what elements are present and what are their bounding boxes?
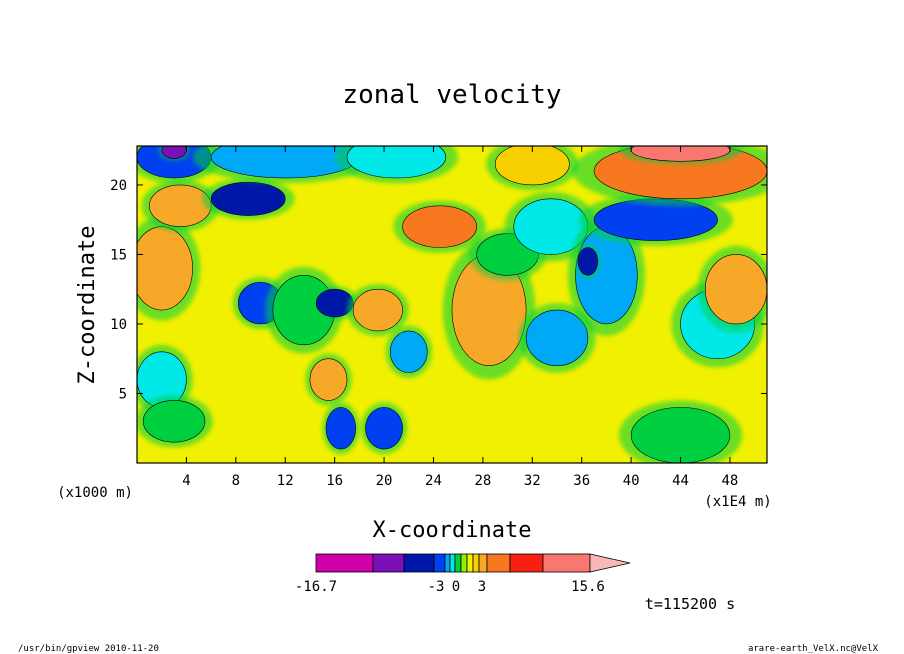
colorbar-segment <box>472 553 480 573</box>
x-tick-label: 40 <box>623 473 640 489</box>
colorbar-segment <box>542 553 591 573</box>
x-tick-label: 16 <box>326 473 343 489</box>
field-region <box>149 184 212 227</box>
field-region <box>137 226 193 311</box>
x-tick-label: 36 <box>573 473 590 489</box>
y-tick-label: 15 <box>110 247 127 263</box>
field-region <box>352 288 403 332</box>
colorbar-segment <box>466 553 474 573</box>
field-region <box>389 330 428 373</box>
colorbar-label-3: 3 <box>478 579 486 595</box>
time-label: t=115200 s <box>645 595 735 613</box>
y-tick-label: 20 <box>110 178 127 194</box>
footer-right: arare-earth_VelX.nc@VelX <box>748 644 879 654</box>
colorbar-segment <box>509 553 544 573</box>
y-tick-label: 5 <box>119 386 127 402</box>
footer-left: /usr/bin/gpview 2010-11-20 <box>18 644 159 654</box>
field-region <box>325 407 356 450</box>
field-region <box>525 309 589 366</box>
plot-frame <box>136 145 768 464</box>
field-region <box>402 205 478 248</box>
x-axis-ticks: 4 8 12 16 20 24 28 32 36 40 44 48 <box>182 146 738 489</box>
field-region <box>346 146 447 179</box>
x-tick-label: 32 <box>524 473 541 489</box>
y-tick-label: 10 <box>110 317 127 333</box>
y-axis-label: Z-coordinate <box>75 226 100 385</box>
colorbar-segment <box>460 553 468 573</box>
colorbar-min-label: -16.7 <box>295 579 337 595</box>
x-tick-label: 4 <box>182 473 190 489</box>
colorbar-segment <box>444 553 451 573</box>
x-tick-label: 20 <box>376 473 393 489</box>
colorbar-label-minus3: -3 <box>428 579 445 595</box>
x-tick-label: 48 <box>722 473 739 489</box>
field-region <box>142 400 206 443</box>
contour-fields <box>137 146 767 463</box>
field-region <box>161 146 187 159</box>
field-region <box>630 407 731 463</box>
x-tick-label: 12 <box>277 473 294 489</box>
colorbar-segment <box>403 553 435 573</box>
y-unit-label: (x1000 m) <box>57 485 133 501</box>
x-tick-label: 28 <box>474 473 491 489</box>
x-tick-label: 8 <box>232 473 240 489</box>
x-axis-label: X-coordinate <box>373 518 532 543</box>
colorbar-segment <box>433 553 446 573</box>
field-region <box>309 358 348 401</box>
colorbar <box>315 553 631 573</box>
colorbar-label-0: 0 <box>452 579 460 595</box>
x-tick-label: 44 <box>672 473 689 489</box>
colorbar-arrow <box>589 553 631 573</box>
x-unit-label: (x1E4 m) <box>704 494 771 510</box>
y-axis-ticks: 5 10 15 20 <box>110 178 767 402</box>
colorbar-segment <box>449 553 456 573</box>
colorbar-segment <box>372 553 405 573</box>
field-region <box>210 181 286 216</box>
x-tick-label: 24 <box>425 473 442 489</box>
colorbar-segment <box>478 553 488 573</box>
field-region <box>494 146 570 186</box>
field-region <box>577 247 599 276</box>
colorbar-segment <box>315 553 374 573</box>
colorbar-segment <box>454 553 462 573</box>
chart-title: zonal velocity <box>342 80 561 110</box>
field-region <box>704 254 767 325</box>
colorbar-max-label: 15.6 <box>571 579 605 595</box>
field-region <box>365 407 403 450</box>
colorbar-segment <box>486 553 511 573</box>
